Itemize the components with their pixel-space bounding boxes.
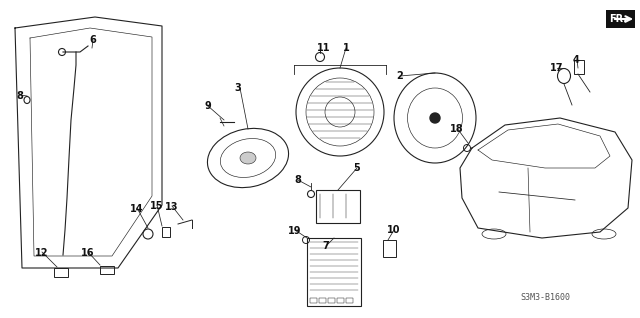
Text: 13: 13 xyxy=(165,202,179,212)
Text: 9: 9 xyxy=(205,101,211,111)
Text: 7: 7 xyxy=(323,241,330,251)
Bar xyxy=(310,298,317,303)
Bar xyxy=(383,240,396,257)
Bar xyxy=(316,190,360,223)
Bar xyxy=(319,298,326,303)
Text: 1: 1 xyxy=(342,43,349,53)
FancyBboxPatch shape xyxy=(606,10,635,28)
Ellipse shape xyxy=(430,113,440,123)
Ellipse shape xyxy=(240,152,256,164)
Text: 19: 19 xyxy=(288,226,301,236)
Bar xyxy=(574,60,584,74)
Text: 18: 18 xyxy=(450,124,464,134)
Text: 16: 16 xyxy=(81,248,95,258)
Bar xyxy=(162,227,170,237)
Bar xyxy=(337,298,344,303)
Text: 4: 4 xyxy=(573,55,579,65)
Text: 10: 10 xyxy=(387,225,401,235)
Text: 5: 5 xyxy=(354,163,360,173)
Bar xyxy=(307,238,361,306)
Bar xyxy=(346,298,353,303)
Text: 8: 8 xyxy=(17,91,24,101)
Bar xyxy=(100,266,114,274)
Text: 2: 2 xyxy=(397,71,403,81)
Text: 12: 12 xyxy=(35,248,49,258)
Text: S3M3-B1600: S3M3-B1600 xyxy=(520,294,570,302)
Text: 17: 17 xyxy=(550,63,564,73)
Text: 8: 8 xyxy=(294,175,301,185)
Text: 11: 11 xyxy=(317,43,331,53)
Text: FR.: FR. xyxy=(609,14,627,24)
Bar xyxy=(328,298,335,303)
Text: 3: 3 xyxy=(235,83,241,93)
Text: 14: 14 xyxy=(131,204,144,214)
Text: 15: 15 xyxy=(150,201,164,211)
Text: 6: 6 xyxy=(90,35,97,45)
Bar xyxy=(54,268,68,277)
